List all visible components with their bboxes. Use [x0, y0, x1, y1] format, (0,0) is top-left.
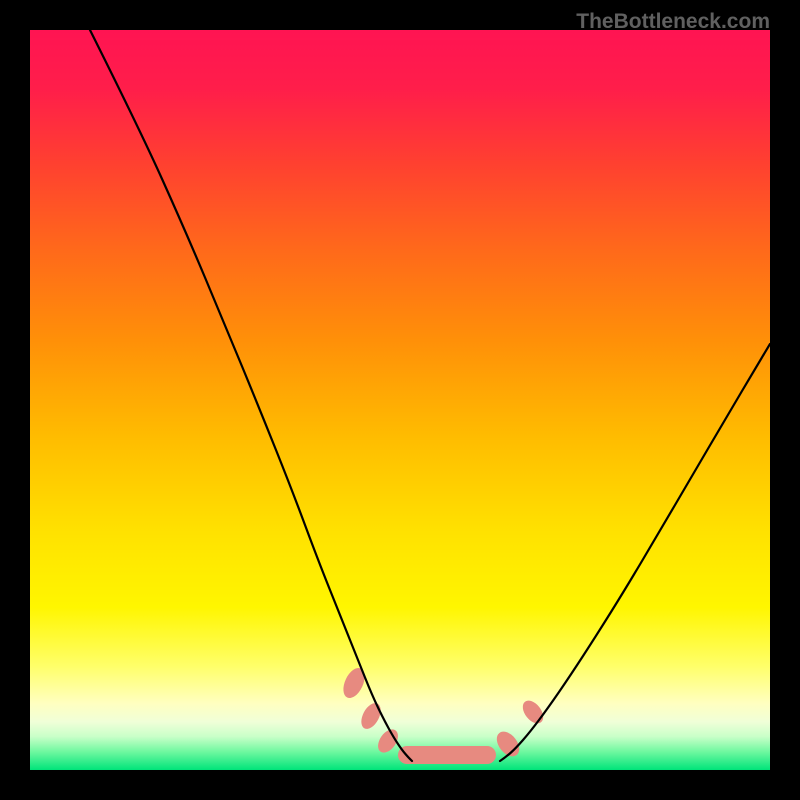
- curve-right: [500, 344, 770, 761]
- bottleneck-curves: [90, 30, 770, 761]
- watermark-text: TheBottleneck.com: [576, 10, 770, 34]
- curve-left: [90, 30, 412, 761]
- chart-svg: [0, 0, 800, 800]
